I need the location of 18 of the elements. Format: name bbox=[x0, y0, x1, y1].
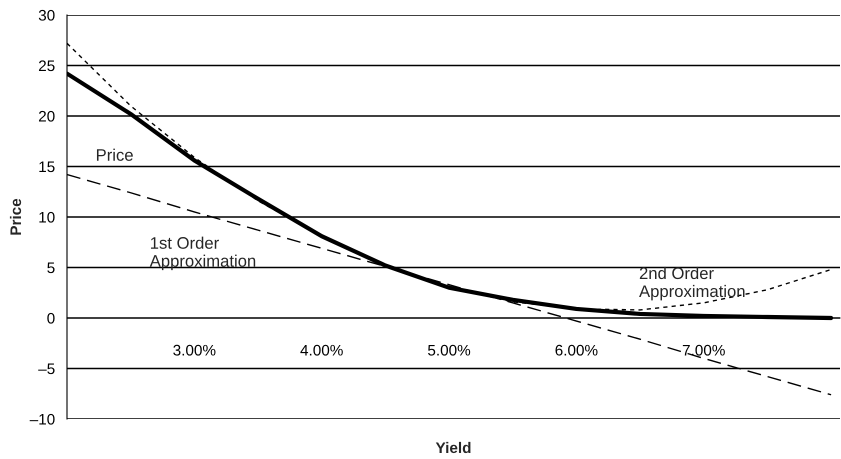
y-tick-label: 5 bbox=[47, 262, 55, 274]
x-tick-label: 3.00% bbox=[173, 344, 216, 356]
x-tick-label: 6.00% bbox=[556, 344, 598, 356]
y-tick-label: –10 bbox=[30, 414, 55, 425]
x-axis-title: Yield bbox=[436, 442, 470, 454]
y-tick-label: –5 bbox=[38, 364, 55, 374]
annotation: 2nd Order Approximation bbox=[639, 266, 744, 300]
y-tick-label: 15 bbox=[39, 162, 55, 172]
x-tick-label: 7.00% bbox=[682, 344, 725, 356]
x-tick-label: 5.00% bbox=[428, 344, 470, 356]
y-tick-label: 30 bbox=[38, 10, 55, 21]
y-tick-label: 20 bbox=[38, 110, 55, 122]
y-tick-label: 0 bbox=[47, 312, 55, 324]
x-tick-label: 4.00% bbox=[300, 344, 343, 356]
y-tick-label: 25 bbox=[38, 60, 55, 72]
annotation: Price bbox=[96, 148, 133, 161]
y-tick-label: 10 bbox=[39, 212, 55, 223]
y-axis-title: Price bbox=[10, 198, 22, 235]
